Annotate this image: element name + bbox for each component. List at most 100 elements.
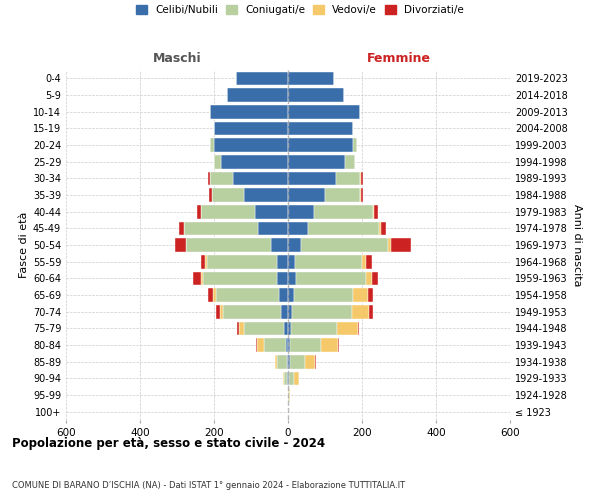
Bar [212,188,244,202]
Bar [185,238,186,252]
Bar [290,338,322,352]
Bar [367,255,372,268]
Bar [288,188,325,202]
Bar [288,288,293,302]
Legend: Celibi/Nubili, Coniugati/e, Vedovi/e, Divorziati/e: Celibi/Nubili, Coniugati/e, Vedovi/e, Di… [136,5,464,15]
Bar [360,188,361,202]
Bar [284,322,288,335]
Bar [214,122,288,135]
Bar [288,105,360,118]
Bar [337,322,358,335]
Y-axis label: Anni di nascita: Anni di nascita [572,204,582,286]
Bar [288,272,296,285]
Bar [358,322,359,335]
Bar [221,155,288,168]
Text: Femmine: Femmine [367,52,431,65]
Bar [291,322,337,335]
Bar [288,255,295,268]
Bar [288,355,290,368]
Bar [239,322,244,335]
Bar [290,355,305,368]
Bar [288,388,289,402]
Bar [236,72,288,85]
Bar [380,222,386,235]
Bar [294,372,299,385]
Bar [277,355,287,368]
Bar [279,288,288,302]
Bar [325,188,360,202]
Bar [288,372,289,385]
Bar [289,388,290,402]
Bar [186,238,271,252]
Bar [293,288,353,302]
Bar [254,205,288,218]
Text: COMUNE DI BARANO D’ISCHIA (NA) - Dati ISTAT 1° gennaio 2024 - Elaborazione TUTTI: COMUNE DI BARANO D’ISCHIA (NA) - Dati IS… [12,481,405,490]
Bar [308,222,379,235]
Bar [362,255,367,268]
Bar [288,155,346,168]
Bar [374,205,378,218]
Bar [288,238,301,252]
Bar [288,338,290,352]
Bar [288,88,343,102]
Bar [214,155,221,168]
Bar [284,372,287,385]
Bar [361,188,363,202]
Bar [288,205,314,218]
Bar [197,205,200,218]
Bar [301,238,388,252]
Bar [259,222,288,235]
Bar [288,72,334,85]
Bar [288,122,353,135]
Bar [216,288,279,302]
Bar [373,272,378,285]
Y-axis label: Fasce di età: Fasce di età [19,212,29,278]
Bar [292,305,352,318]
Bar [281,305,288,318]
Bar [370,305,373,318]
Bar [275,355,277,368]
Bar [361,172,364,185]
Bar [201,255,205,268]
Bar [220,305,223,318]
Bar [373,205,374,218]
Text: Popolazione per età, sesso e stato civile - 2024: Popolazione per età, sesso e stato civil… [12,437,325,450]
Bar [367,272,373,285]
Bar [257,338,264,352]
Bar [193,272,200,285]
Bar [238,322,239,335]
Bar [214,138,288,152]
Bar [208,172,210,185]
Bar [205,255,206,268]
Bar [288,322,291,335]
Bar [223,305,281,318]
Bar [277,272,288,285]
Bar [288,305,292,318]
Text: Maschi: Maschi [152,52,202,65]
Bar [314,205,373,218]
Bar [184,222,259,235]
Bar [287,372,288,385]
Bar [209,188,212,202]
Bar [391,238,411,252]
Bar [213,288,216,302]
Bar [346,155,355,168]
Bar [244,322,284,335]
Bar [244,188,288,202]
Bar [295,255,362,268]
Bar [388,238,391,252]
Bar [287,355,288,368]
Bar [200,272,203,285]
Bar [203,272,277,285]
Bar [288,222,308,235]
Bar [201,205,254,218]
Bar [283,372,284,385]
Bar [233,172,288,185]
Bar [179,222,184,235]
Bar [353,138,357,152]
Bar [211,138,214,152]
Bar [288,172,336,185]
Bar [206,255,277,268]
Bar [216,305,220,318]
Bar [277,255,288,268]
